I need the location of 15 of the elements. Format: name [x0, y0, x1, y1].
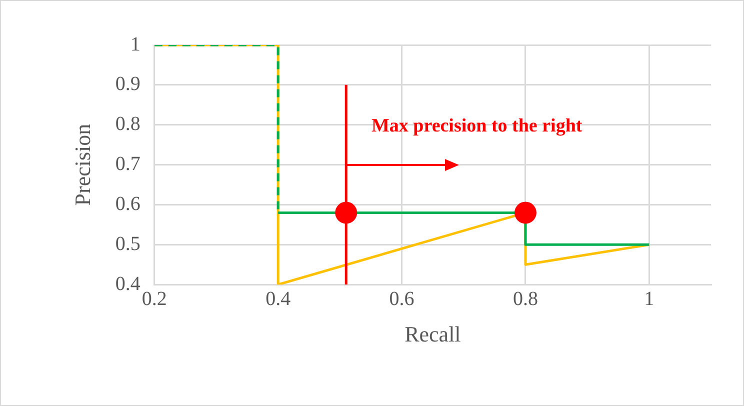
y-tick-label: 1	[130, 33, 140, 56]
y-axis-title: Precision	[70, 124, 95, 206]
y-tick-label: 0.7	[115, 153, 140, 176]
y-tick-label: 0.8	[115, 113, 140, 136]
annotation: Max precision to the right	[371, 115, 583, 136]
y-tick-label: 0.4	[115, 272, 140, 295]
x-tick-label: 0.6	[389, 288, 414, 310]
x-tick-label: 0.4	[266, 288, 291, 310]
x-tick-label: 0.2	[142, 288, 167, 310]
y-tick-label: 0.6	[115, 192, 140, 215]
y-tick-label: 0.9	[115, 73, 140, 96]
x-tick-label: 0.8	[512, 288, 538, 310]
x-axis-title: Recall	[404, 322, 461, 347]
x-tick-label: 1	[644, 288, 654, 310]
y-tick-label: 0.5	[115, 232, 140, 255]
